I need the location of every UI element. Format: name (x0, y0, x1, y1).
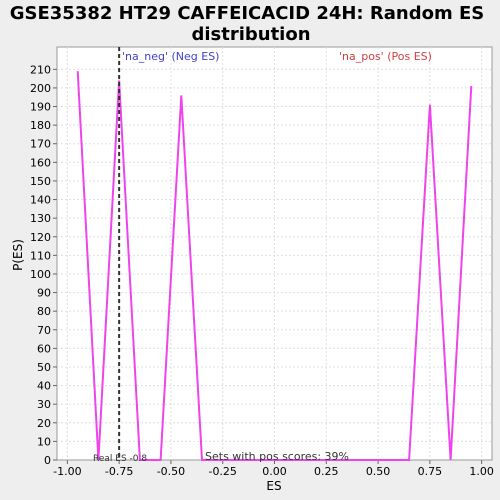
y-tick-label: 60 (37, 342, 51, 355)
x-tick-label: 0.00 (262, 465, 287, 478)
y-tick-label: 50 (37, 361, 51, 374)
y-tick-label: 150 (30, 175, 51, 188)
y-tick-label: 190 (30, 101, 51, 114)
y-tick-label: 140 (30, 194, 51, 207)
y-tick-label: 180 (30, 119, 51, 132)
y-tick-label: 30 (37, 398, 51, 411)
y-tick-label: 40 (37, 380, 51, 393)
y-tick-label: 70 (37, 324, 51, 337)
y-tick-label: 90 (37, 287, 51, 300)
y-tick-label: 0 (44, 454, 51, 467)
y-tick-label: 20 (37, 417, 51, 430)
x-tick-label: 1.00 (469, 465, 494, 478)
x-tick-label: 0.50 (366, 465, 391, 478)
y-tick-label: 120 (30, 231, 51, 244)
series-line (76, 71, 473, 461)
x-axis-label: ES (266, 479, 281, 493)
y-tick-label: 200 (30, 82, 51, 95)
legend-pos-label: 'na_pos' (Pos ES) (339, 50, 432, 63)
chart-title-line-2: distribution (191, 24, 310, 45)
y-tick-label: 100 (30, 268, 51, 281)
y-tick-label: 170 (30, 138, 51, 151)
y-tick-label: 210 (30, 63, 51, 76)
legend-neg-label: 'na_neg' (Neg ES) (122, 50, 219, 63)
y-tick-label: 80 (37, 305, 51, 318)
x-tick-label: -0.25 (208, 465, 236, 478)
pos-scores-annotation: Sets with pos scores: 39% (205, 450, 349, 463)
y-tick-label: 10 (37, 435, 51, 448)
y-tick-label: 110 (30, 249, 51, 262)
y-tick-label: 160 (30, 156, 51, 169)
y-axis-label: P(ES) (11, 239, 25, 271)
y-tick-label: 130 (30, 212, 51, 225)
x-tick-label: -0.50 (157, 465, 185, 478)
y-axis-ticks: 0 10 20 30 40 50 60 70 80 90 100 110 120 130 140 150 160… (30, 63, 57, 467)
x-tick-label: -0.75 (105, 465, 133, 478)
x-axis-ticks: -1.00 -0.75 -0.50 -0.25 0.00 0.25 0.50 0.75 1.00 (53, 460, 494, 478)
x-tick-label: -1.00 (53, 465, 81, 478)
chart-title: GSE35382 HT29 CAFFEICACID 24H: Random ES (10, 3, 485, 24)
x-tick-label: 0.75 (418, 465, 443, 478)
x-tick-label: 0.25 (314, 465, 339, 478)
real-es-label: Real ES -0.8 (93, 454, 147, 464)
